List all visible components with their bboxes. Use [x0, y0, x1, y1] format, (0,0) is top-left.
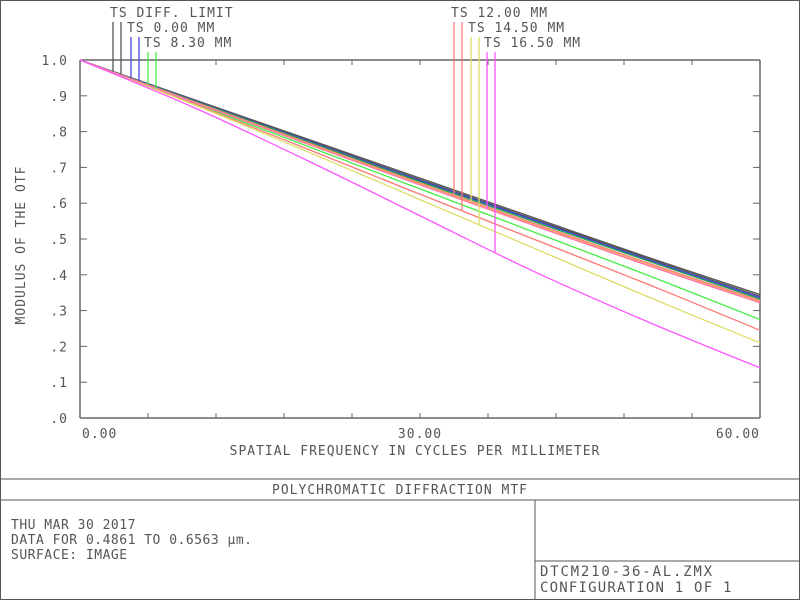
- x-axis-label: SPATIAL FREQUENCY IN CYCLES PER MILLIMET…: [230, 444, 601, 459]
- y-tick-label: .0: [50, 412, 68, 427]
- y-axis-label: MODULUS OF THE OTF: [14, 166, 29, 325]
- y-tick-label: .6: [50, 197, 68, 212]
- y-tick-label: .7: [50, 161, 68, 176]
- surface-label: SURFACE: IMAGE: [11, 548, 128, 563]
- configuration-label: CONFIGURATION 1 OF 1: [540, 580, 733, 596]
- legend-label: TS 16.50 MM: [484, 36, 581, 51]
- legend-label: TS 12.00 MM: [451, 6, 548, 21]
- legend-label: TS 14.50 MM: [468, 21, 565, 36]
- mtf-curve: [79, 59, 761, 300]
- legend-label: TS DIFF. LIMIT: [110, 6, 234, 21]
- legend-label: TS 8.30 MM: [144, 36, 232, 51]
- mtf-curve: [79, 59, 761, 304]
- chart-title: POLYCHROMATIC DIFFRACTION MTF: [272, 483, 528, 498]
- y-tick-label: .1: [50, 376, 68, 391]
- y-tick-label: .2: [50, 340, 68, 355]
- y-tick-label: .8: [50, 126, 68, 141]
- mtf-curve: [79, 59, 761, 344]
- y-tick-label: .5: [50, 233, 68, 248]
- filename-label: DTCM210-36-AL.ZMX: [540, 564, 714, 580]
- mtf-curve: [79, 59, 761, 331]
- wavelength-label: DATA FOR 0.4861 TO 0.6563 µm.: [11, 533, 253, 548]
- date-label: THU MAR 30 2017: [11, 518, 136, 533]
- chart-axes: [79, 59, 761, 419]
- y-tick-label: .9: [50, 90, 68, 105]
- legend-markers: [112, 22, 496, 253]
- y-tick-label: 1.0: [42, 54, 68, 69]
- mtf-curves: [79, 59, 761, 369]
- chart-labels: 1.0 .9 .8 .7 .6 .5 .4 .3 .2 .1 .0 0.00 30.00 60.00 SPA…: [14, 6, 760, 459]
- legend-label: TS 0.00 MM: [127, 21, 215, 36]
- mtf-curve: [79, 59, 761, 321]
- x-tick-label: 30.00: [398, 427, 442, 442]
- y-tick-label: .4: [50, 269, 68, 284]
- x-tick-label: 60.00: [716, 427, 760, 442]
- mtf-curve: [79, 59, 761, 369]
- x-tick-label: 0.00: [82, 427, 117, 442]
- mtf-curve: [79, 59, 761, 296]
- y-tick-label: .3: [50, 305, 68, 320]
